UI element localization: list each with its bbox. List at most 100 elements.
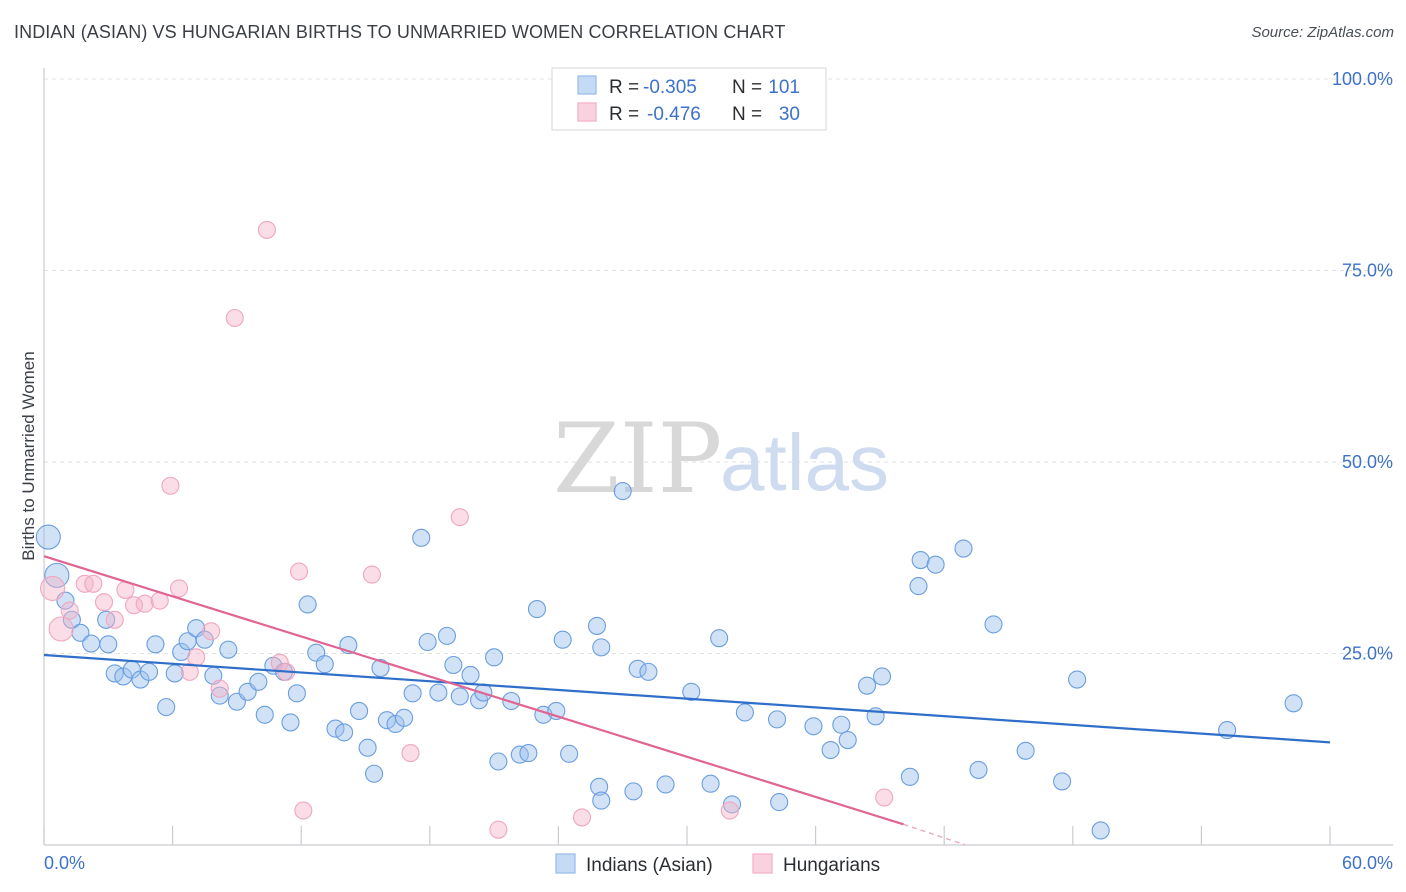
y-tick-label-100: 100.0%	[1332, 69, 1393, 89]
point-indians-82	[832, 715, 851, 734]
watermark: ZIP atlas	[553, 403, 889, 515]
point-indians-66	[592, 791, 611, 810]
point-indians-95	[1053, 772, 1072, 791]
point-indians-87	[900, 767, 919, 786]
watermark-atlas: atlas	[720, 418, 889, 507]
point-hungarians-6	[105, 610, 124, 629]
point-indians-5	[82, 634, 101, 653]
point-indians-30	[287, 684, 306, 703]
point-indians-81	[821, 740, 840, 760]
point-hungarians-9	[135, 594, 154, 613]
point-indians-21	[210, 686, 229, 705]
point-indians-89	[911, 550, 930, 570]
legend-top: R = -0.305 N = 101 R = -0.476 N = 30	[551, 67, 827, 131]
point-indians-39	[365, 764, 384, 783]
point-indians-90	[926, 555, 945, 574]
point-indians-37	[350, 701, 369, 721]
point-indians-13	[146, 635, 165, 654]
point-hungarians-17	[225, 308, 244, 328]
point-hungarians-4	[84, 574, 103, 593]
point-indians-67	[592, 638, 611, 657]
y-tick-label-50: 50.0%	[1342, 452, 1393, 472]
point-indians-91	[954, 539, 973, 558]
point-hungarians-11	[161, 476, 180, 495]
point-indians-72	[656, 775, 675, 794]
point-indians-84	[857, 676, 877, 695]
point-hungarians-1	[48, 616, 74, 642]
point-hungarians-5	[94, 593, 114, 612]
legend-n-label-hungarians: N =	[732, 104, 762, 125]
point-indians-51	[461, 665, 480, 684]
point-indians-92	[969, 760, 988, 779]
point-indians-73	[682, 682, 701, 701]
point-indians-86	[872, 667, 892, 686]
point-indians-94	[1016, 741, 1035, 760]
point-indians-29	[281, 713, 300, 732]
point-indians-7	[99, 635, 118, 654]
trend-lines	[43, 555, 1331, 846]
legend-bottom-swatch-indians	[555, 853, 576, 874]
point-indians-68	[613, 482, 632, 501]
point-hungarians-16	[210, 679, 229, 698]
watermark-zip: ZIP	[553, 403, 722, 515]
legend-r-value-hungarians: -0.476	[647, 104, 701, 125]
point-hungarians-22	[294, 801, 313, 820]
point-indians-49	[444, 655, 463, 675]
point-indians-22	[219, 640, 238, 659]
grid-lines	[44, 78, 1393, 654]
legend-bottom: Indians (Asian) Hungarians	[555, 853, 880, 876]
legend-bottom-label-hungarians: Hungarians	[783, 855, 880, 876]
point-indians-75	[710, 629, 729, 648]
point-indians-80	[804, 717, 823, 736]
x-tick-label-max: 60.0%	[1342, 853, 1393, 873]
y-tick-label-25: 25.0%	[1342, 644, 1393, 664]
legend-r-label-indians: R =	[609, 77, 639, 98]
point-hungarians-29	[875, 788, 894, 807]
point-indians-93	[984, 615, 1003, 634]
point-indians-71	[639, 662, 658, 681]
point-indians-83	[838, 731, 857, 750]
point-indians-78	[767, 710, 787, 729]
point-hungarians-27	[572, 808, 592, 827]
y-axis-label: Births to Unmarried Women	[19, 351, 38, 560]
point-indians-64	[587, 616, 607, 635]
point-indians-62	[553, 630, 572, 649]
point-indians-97	[1091, 821, 1110, 840]
point-indians-79	[770, 793, 789, 812]
legend-bottom-label-indians: Indians (Asian)	[586, 855, 713, 876]
point-indians-25	[249, 672, 268, 691]
trend-hungarians-extension	[903, 823, 966, 846]
point-hungarians-24	[401, 744, 420, 763]
point-indians-88	[909, 577, 928, 596]
point-indians-44	[403, 684, 422, 703]
x-tick-label-min: 0.0%	[44, 853, 85, 873]
point-indians-47	[429, 683, 448, 702]
trend-indians	[43, 653, 1331, 744]
point-indians-4	[71, 623, 90, 642]
point-indians-55	[489, 752, 508, 771]
point-hungarians-28	[720, 801, 739, 820]
point-indians-96	[1068, 670, 1087, 689]
chart-title: INDIAN (ASIAN) VS HUNGARIAN BIRTHS TO UN…	[14, 22, 786, 42]
trend-hungarians	[43, 555, 904, 826]
source-label: Source: ZipAtlas.com	[1251, 24, 1394, 41]
point-indians-77	[735, 703, 754, 722]
legend-n-label-indians: N =	[732, 77, 762, 98]
point-hungarians-26	[489, 820, 508, 839]
point-indians-15	[165, 664, 184, 683]
point-indians-40	[371, 659, 390, 678]
legend-r-value-indians: -0.305	[643, 77, 697, 98]
legend-bottom-swatch-hungarians	[752, 853, 773, 874]
point-indians-26	[255, 705, 274, 724]
point-indians-48	[437, 626, 456, 645]
point-indians-31	[298, 595, 317, 614]
point-hungarians-0	[40, 575, 66, 601]
point-hungarians-23	[362, 565, 381, 584]
legend-swatch-hungarians	[577, 102, 597, 122]
point-indians-74	[701, 774, 720, 793]
point-indians-59	[527, 600, 547, 619]
point-hungarians-25	[450, 508, 469, 527]
point-indians-34	[326, 719, 345, 738]
point-hungarians-15	[202, 622, 221, 641]
